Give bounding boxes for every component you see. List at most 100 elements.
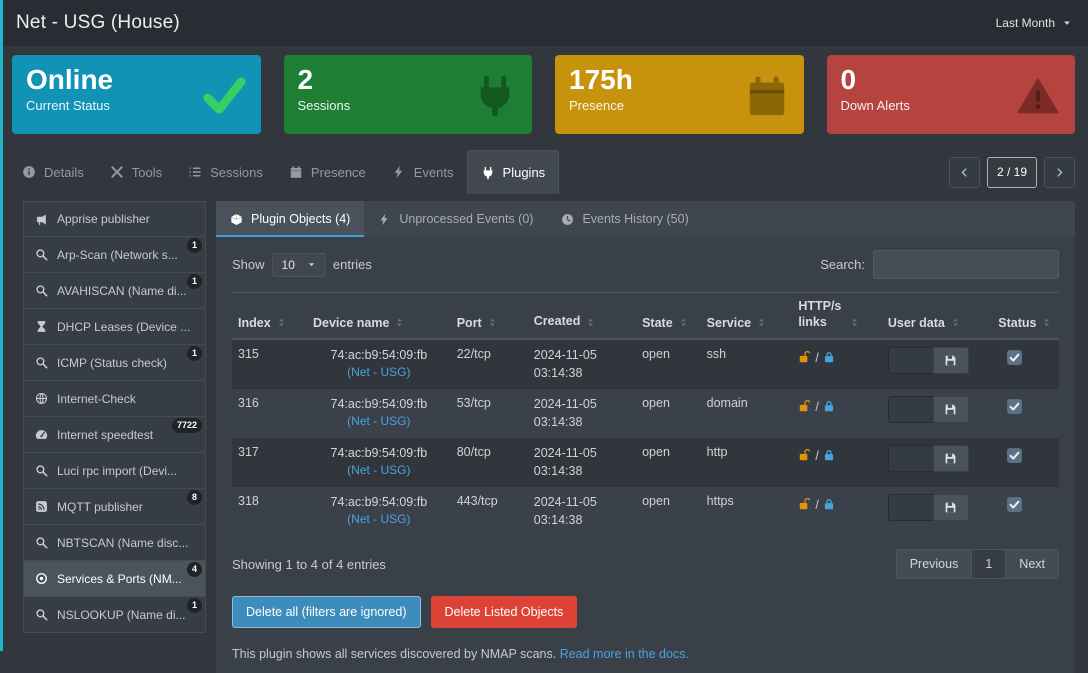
status-checkbox[interactable] bbox=[1006, 447, 1023, 464]
main-tabs: Details Tools Sessions Presence Events Plugin… bbox=[9, 150, 560, 194]
device-link[interactable]: (Net - USG) bbox=[347, 413, 411, 428]
status-card-down-alerts: 0 Down Alerts bbox=[826, 55, 1075, 134]
sidebar-item-internet-check[interactable]: Internet-Check bbox=[23, 381, 206, 417]
panel-tab-unprocessed-events-0[interactable]: Unprocessed Events (0) bbox=[364, 201, 547, 237]
status-checkbox[interactable] bbox=[1006, 496, 1023, 513]
column-header-user-data[interactable]: User data bbox=[881, 292, 993, 341]
page-size-select[interactable]: 10 bbox=[271, 252, 326, 277]
cell-state: open bbox=[642, 396, 670, 411]
sidebar-item-internet-speedtest[interactable]: Internet speedtest 7722 bbox=[23, 417, 206, 453]
entries-summary: Showing 1 to 4 of 4 entries bbox=[232, 556, 386, 572]
http-link-icon[interactable] bbox=[798, 399, 812, 413]
http-link-icon[interactable] bbox=[798, 497, 812, 511]
cell-status bbox=[992, 339, 1059, 389]
status-card-presence: 175h Presence bbox=[555, 55, 804, 134]
column-header-service[interactable]: Service bbox=[700, 292, 793, 341]
chevron-right-icon bbox=[1054, 167, 1065, 178]
device-link[interactable]: (Net - USG) bbox=[347, 364, 411, 379]
target-icon bbox=[35, 572, 48, 585]
https-link-icon[interactable] bbox=[822, 497, 836, 511]
search-icon bbox=[35, 356, 48, 369]
status-cards: Online Current Status 2 Sessions 175h Presenc… bbox=[3, 46, 1088, 144]
status-checkbox[interactable] bbox=[1006, 398, 1023, 415]
user-data-input[interactable] bbox=[887, 494, 933, 522]
globe-icon bbox=[35, 392, 48, 405]
next-plugin-button[interactable] bbox=[1044, 156, 1075, 188]
sort-icon bbox=[487, 316, 498, 329]
status-card-current-status: Online Current Status bbox=[12, 55, 261, 134]
docs-link[interactable]: Read more in the docs. bbox=[559, 647, 689, 662]
device-link[interactable]: (Net - USG) bbox=[347, 462, 411, 477]
previous-page-button[interactable]: Previous bbox=[895, 549, 973, 580]
cell-http-links: / bbox=[792, 389, 882, 438]
tab-details[interactable]: Details bbox=[9, 150, 97, 194]
sort-icon bbox=[394, 316, 405, 329]
user-data-input[interactable] bbox=[887, 396, 933, 424]
user-data-input[interactable] bbox=[887, 347, 933, 375]
http-link-icon[interactable] bbox=[798, 448, 812, 462]
user-data-input[interactable] bbox=[887, 445, 933, 473]
tab-label: Plugins bbox=[502, 165, 546, 180]
column-header-created[interactable]: Created bbox=[527, 292, 637, 341]
sidebar-item-label: ICMP (Status check) bbox=[57, 355, 167, 370]
slash-separator: / bbox=[815, 351, 819, 366]
save-user-data-button[interactable] bbox=[932, 494, 969, 522]
tab-label: Sessions bbox=[210, 164, 263, 180]
sidebar-item-nbtscan-name-disc[interactable]: NBTSCAN (Name disc... bbox=[23, 525, 206, 561]
info-icon bbox=[22, 165, 36, 179]
save-user-data-button[interactable] bbox=[932, 445, 969, 473]
sort-icon bbox=[276, 316, 287, 329]
column-header-status[interactable]: Status bbox=[992, 292, 1059, 341]
chevron-down-icon bbox=[307, 260, 316, 269]
sort-icon bbox=[849, 316, 860, 329]
tab-events[interactable]: Events bbox=[379, 150, 467, 194]
status-checkbox[interactable] bbox=[1006, 349, 1023, 366]
page-1-button[interactable]: 1 bbox=[971, 549, 1007, 580]
https-link-icon[interactable] bbox=[822, 399, 836, 413]
column-header-index[interactable]: Index bbox=[232, 292, 307, 341]
https-link-icon[interactable] bbox=[822, 350, 836, 364]
list-icon bbox=[188, 165, 202, 179]
column-header-port[interactable]: Port bbox=[450, 292, 528, 341]
count-badge: 8 bbox=[186, 490, 202, 505]
sidebar-item-arp-scan-network-s[interactable]: Arp-Scan (Network s... 1 bbox=[23, 237, 206, 273]
sort-icon bbox=[756, 316, 767, 329]
search-input[interactable] bbox=[873, 250, 1059, 279]
save-user-data-button[interactable] bbox=[932, 396, 969, 424]
page-indicator: 2 / 19 bbox=[986, 156, 1037, 188]
prev-plugin-button[interactable] bbox=[948, 156, 980, 188]
panel-tab-plugin-objects-4[interactable]: Plugin Objects (4) bbox=[216, 201, 365, 237]
save-icon bbox=[944, 354, 957, 367]
column-header-device-name[interactable]: Device name bbox=[306, 292, 451, 341]
search-label: Search: bbox=[820, 257, 865, 272]
sidebar-item-mqtt-publisher[interactable]: MQTT publisher 8 bbox=[23, 489, 206, 525]
column-header-http-s-links[interactable]: HTTP/s links bbox=[792, 292, 882, 341]
http-link-icon[interactable] bbox=[798, 350, 812, 364]
tab-sessions[interactable]: Sessions bbox=[175, 150, 276, 194]
sidebar-item-dhcp-leases-device[interactable]: DHCP Leases (Device ... bbox=[23, 309, 206, 345]
delete-all-button[interactable]: Delete all (filters are ignored) bbox=[232, 596, 421, 629]
tab-tools[interactable]: Tools bbox=[97, 150, 175, 194]
save-user-data-button[interactable] bbox=[932, 347, 969, 375]
cell-status bbox=[992, 487, 1059, 536]
panel-tab-events-history-50[interactable]: Events History (50) bbox=[547, 201, 702, 237]
cell-service: ssh bbox=[706, 347, 727, 362]
sidebar-item-avahiscan-name-di[interactable]: AVAHISCAN (Name di... 1 bbox=[23, 273, 206, 309]
delete-listed-button[interactable]: Delete Listed Objects bbox=[430, 596, 578, 629]
device-link[interactable]: (Net - USG) bbox=[347, 511, 411, 526]
sidebar-item-icmp-status-check[interactable]: ICMP (Status check) 1 bbox=[23, 345, 206, 381]
next-page-button[interactable]: Next bbox=[1005, 549, 1059, 580]
plug-icon bbox=[481, 166, 495, 180]
sidebar-item-luci-rpc-import-devi[interactable]: Luci rpc import (Devi... bbox=[23, 453, 206, 489]
period-selector[interactable]: Last Month bbox=[996, 16, 1072, 30]
sidebar-item-apprise-publisher[interactable]: Apprise publisher bbox=[23, 201, 206, 237]
check-icon bbox=[201, 73, 247, 119]
column-header-state[interactable]: State bbox=[636, 292, 701, 341]
tab-plugins[interactable]: Plugins bbox=[466, 150, 560, 194]
search-icon bbox=[35, 464, 48, 477]
sidebar-item-services-ports-nm[interactable]: Services & Ports (NM... 4 bbox=[23, 561, 206, 597]
tab-presence[interactable]: Presence bbox=[276, 150, 379, 194]
https-link-icon[interactable] bbox=[822, 448, 836, 462]
action-buttons: Delete all (filters are ignored) Delete … bbox=[232, 596, 1059, 629]
sidebar-item-nslookup-name-di[interactable]: NSLOOKUP (Name di... 1 bbox=[23, 597, 206, 633]
